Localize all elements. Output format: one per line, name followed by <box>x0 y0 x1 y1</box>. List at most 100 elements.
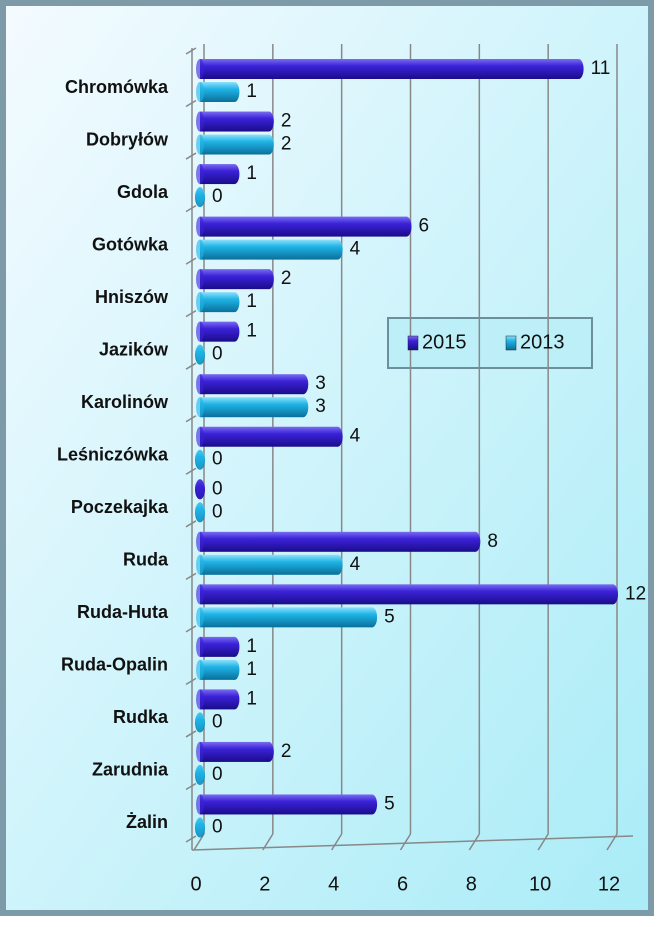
grid-floor <box>399 833 412 851</box>
bar-base <box>196 479 204 500</box>
data-label: 4 <box>350 239 361 260</box>
category-label: Gdola <box>117 182 169 202</box>
category-divider <box>185 520 197 528</box>
data-label: 12 <box>625 583 646 604</box>
bar <box>200 584 613 605</box>
bar-base <box>196 59 204 79</box>
bar-base <box>196 292 204 313</box>
bar <box>200 134 269 155</box>
x-tick-label: 0 <box>190 873 201 895</box>
bar <box>200 554 338 575</box>
category-divider <box>185 257 197 265</box>
data-label: 0 <box>212 711 223 732</box>
bar-base <box>196 636 204 657</box>
bar-base <box>196 269 204 290</box>
category-label: Hniszów <box>95 287 169 307</box>
bar-base <box>196 607 204 628</box>
bar <box>200 164 235 185</box>
bar <box>200 607 373 628</box>
x-tick-label: 10 <box>529 873 551 895</box>
data-label: 0 <box>212 478 223 499</box>
bar-base <box>196 584 204 605</box>
category-label: Żalin <box>126 812 168 832</box>
data-label: 2 <box>281 741 292 762</box>
category-divider <box>185 782 197 791</box>
bar-base <box>196 239 204 260</box>
data-label: 5 <box>384 606 395 627</box>
category-label: Ruda-Opalin <box>61 655 168 675</box>
legend-box <box>387 317 593 369</box>
bar-cap <box>263 134 274 155</box>
bar <box>200 216 407 237</box>
grid-floor <box>193 833 205 851</box>
bar-base <box>196 397 204 418</box>
bar-cap <box>608 584 618 605</box>
bar <box>200 636 235 657</box>
category-divider <box>185 47 197 55</box>
bar-cap <box>367 794 378 815</box>
legend-label: 2013 <box>520 331 565 353</box>
bar-cap <box>229 164 240 185</box>
category-divider <box>185 99 197 108</box>
bar-cap <box>229 321 240 342</box>
data-label: 3 <box>315 373 326 394</box>
bar-base <box>196 741 204 762</box>
data-label: 0 <box>212 764 223 785</box>
data-label: 0 <box>212 816 223 837</box>
data-label: 4 <box>350 554 361 575</box>
bar-cap <box>263 741 274 762</box>
bar-cap <box>229 636 240 657</box>
bar <box>200 269 269 290</box>
category-label: Ruda <box>123 550 169 570</box>
bar-base <box>196 82 204 102</box>
category-label: Jazików <box>99 339 169 359</box>
category-label: Zarudnia <box>92 760 169 780</box>
data-label: 5 <box>384 793 395 814</box>
data-label: 2 <box>281 134 292 155</box>
category-label: Dobryłów <box>86 129 169 149</box>
x-tick-label: 12 <box>598 873 620 895</box>
category-divider <box>185 730 197 738</box>
bar-base <box>196 659 204 680</box>
bar <box>200 397 304 418</box>
bar <box>200 426 338 447</box>
category-divider <box>185 152 197 160</box>
bar-base <box>196 164 204 185</box>
floor-line <box>191 835 634 851</box>
bar-cap <box>470 531 481 552</box>
bar <box>200 111 269 132</box>
bar-base <box>196 554 204 575</box>
category-label: Poczekajka <box>71 497 169 517</box>
category-divider <box>185 204 197 213</box>
data-label: 8 <box>487 531 498 552</box>
bar-base <box>196 764 204 785</box>
bar <box>200 239 338 260</box>
category-label: Chromówka <box>65 77 169 97</box>
bar <box>200 59 579 79</box>
grid-floor <box>262 833 274 851</box>
data-label: 1 <box>246 636 257 657</box>
bar <box>200 741 269 762</box>
bar-cap <box>229 659 240 680</box>
data-label: 11 <box>591 58 611 79</box>
data-label: 1 <box>246 163 257 184</box>
background <box>0 0 654 916</box>
bar <box>200 292 235 313</box>
bar-base <box>196 321 204 342</box>
category-divider <box>185 677 197 686</box>
bar-base <box>196 531 204 552</box>
data-label: 4 <box>350 426 361 447</box>
bar <box>200 794 373 815</box>
bar-cap <box>229 292 240 313</box>
data-label: 2 <box>281 111 292 132</box>
category-divider <box>185 310 197 318</box>
category-divider <box>185 835 197 843</box>
bar-cap <box>263 111 274 132</box>
category-divider <box>185 467 197 475</box>
bar-cap <box>332 554 343 575</box>
bar <box>200 689 235 710</box>
bar <box>200 82 235 102</box>
x-tick-label: 4 <box>328 873 339 895</box>
grid-floor <box>606 833 618 851</box>
x-tick-label: 2 <box>259 873 270 895</box>
